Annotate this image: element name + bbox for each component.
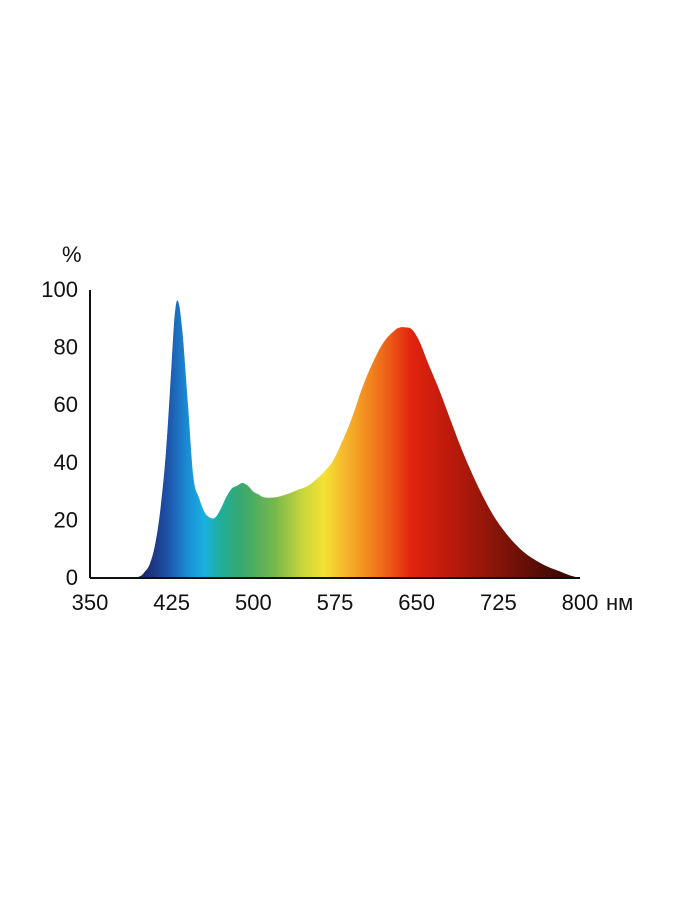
y-tick-label: 0	[66, 565, 78, 590]
x-tick-label: 500	[235, 590, 272, 615]
y-axis-unit-label: %	[62, 242, 82, 267]
x-tick-label: 350	[72, 590, 109, 615]
x-tick-label: 575	[317, 590, 354, 615]
y-tick-label: 100	[41, 277, 78, 302]
x-tick-label: 800	[562, 590, 599, 615]
y-tick-label: 80	[54, 335, 78, 360]
x-axis-unit-label: нм	[606, 590, 633, 615]
y-tick-label: 20	[54, 507, 78, 532]
x-tick-label: 650	[398, 590, 435, 615]
y-tick-label: 60	[54, 392, 78, 417]
x-tick-label: 725	[480, 590, 517, 615]
plot-area	[90, 300, 580, 578]
y-tick-label: 40	[54, 450, 78, 475]
y-tick-labels: 0 20 40 60 80 100	[41, 277, 78, 590]
x-tick-label: 425	[153, 590, 190, 615]
x-tick-labels: 350 425 500 575 650 725 800	[72, 590, 599, 615]
spectrum-area	[90, 300, 580, 578]
